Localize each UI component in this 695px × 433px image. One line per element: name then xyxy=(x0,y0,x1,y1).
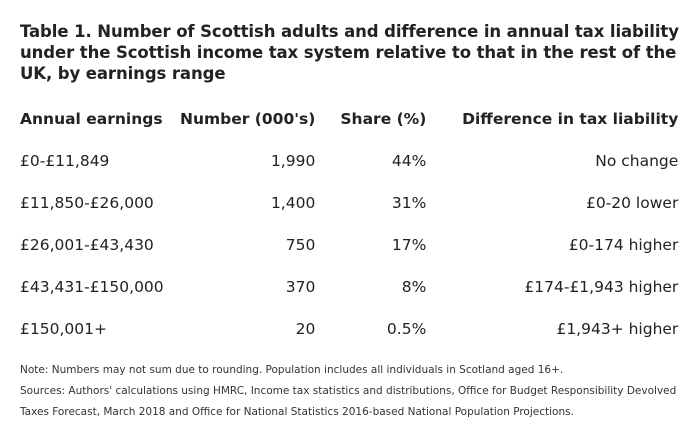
header-number: Number (000's) xyxy=(180,110,316,128)
cell-share: 31% xyxy=(391,194,427,212)
cell-earnings: £150,001+ xyxy=(20,320,107,338)
header-annual-earnings: Annual earnings xyxy=(20,110,163,128)
earnings-table: Annual earnings Number (000's) Share (%)… xyxy=(20,98,678,350)
header-difference: Difference in tax liability xyxy=(462,110,679,128)
cell-difference: £0-20 lower xyxy=(585,194,679,212)
cell-difference: £1,943+ higher xyxy=(556,320,679,338)
cell-earnings: £11,850-£26,000 xyxy=(20,194,154,212)
note-sources: Sources: Authors' calculations using HMR… xyxy=(20,385,677,397)
cell-earnings: £26,001-£43,430 xyxy=(20,236,154,254)
cell-share: 44% xyxy=(391,152,427,170)
cell-share: 0.5% xyxy=(386,320,427,338)
cell-number: 20 xyxy=(295,320,316,338)
table-row: £0-£11,849 1,990 44% No change xyxy=(20,140,678,182)
cell-number: 1,400 xyxy=(270,194,316,212)
cell-share: 17% xyxy=(391,236,427,254)
cell-difference: £174-£1,943 higher xyxy=(524,278,679,296)
header-share: Share (%) xyxy=(340,110,427,128)
cell-difference: No change xyxy=(595,152,679,170)
table-row: £26,001-£43,430 750 17% £0-174 higher xyxy=(20,224,678,266)
table-title: Table 1. Number of Scottish adults and d… xyxy=(20,22,679,83)
cell-earnings: £0-£11,849 xyxy=(20,152,110,170)
cell-difference: £0-174 higher xyxy=(568,236,679,254)
cell-number: 1,990 xyxy=(270,152,316,170)
cell-share: 8% xyxy=(401,278,427,296)
table-row: £43,431-£150,000 370 8% £174-£1,943 high… xyxy=(20,266,678,308)
note-sources-continued: Taxes Forecast, March 2018 and Office fo… xyxy=(20,406,574,418)
table-row: £150,001+ 20 0.5% £1,943+ higher xyxy=(20,308,678,350)
cell-number: 750 xyxy=(285,236,316,254)
cell-number: 370 xyxy=(285,278,316,296)
table-row: £11,850-£26,000 1,400 31% £0-20 lower xyxy=(20,182,678,224)
note-rounding: Note: Numbers may not sum due to roundin… xyxy=(20,364,564,376)
header-row: Annual earnings Number (000's) Share (%)… xyxy=(20,98,678,140)
table-notes: Note: Numbers may not sum due to roundin… xyxy=(20,360,676,423)
cell-earnings: £43,431-£150,000 xyxy=(20,278,164,296)
